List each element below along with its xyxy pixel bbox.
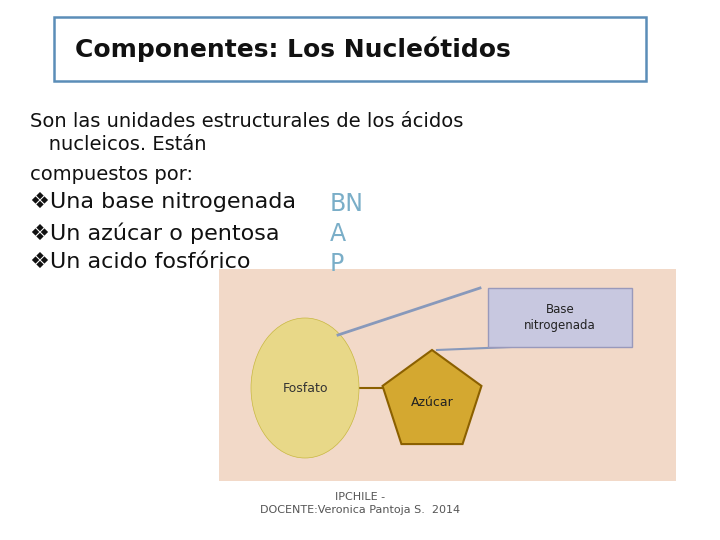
Ellipse shape bbox=[251, 318, 359, 458]
Text: A: A bbox=[330, 222, 346, 246]
Text: compuestos por:: compuestos por: bbox=[30, 165, 193, 184]
FancyBboxPatch shape bbox=[54, 17, 646, 81]
Text: IPCHILE -: IPCHILE - bbox=[335, 492, 385, 502]
Text: nucleicos. Están: nucleicos. Están bbox=[30, 135, 207, 154]
Text: DOCENTE:Veronica Pantoja S.  2014: DOCENTE:Veronica Pantoja S. 2014 bbox=[260, 505, 460, 515]
Text: Son las unidades estructurales de los ácidos: Son las unidades estructurales de los ác… bbox=[30, 112, 464, 131]
Text: P: P bbox=[330, 252, 344, 276]
FancyBboxPatch shape bbox=[488, 288, 632, 347]
Polygon shape bbox=[382, 350, 482, 444]
Text: Componentes: Los Nucleótidos: Componentes: Los Nucleótidos bbox=[75, 36, 510, 62]
FancyBboxPatch shape bbox=[219, 269, 676, 481]
Text: ❖Un azúcar o pentosa: ❖Un azúcar o pentosa bbox=[30, 222, 279, 244]
Text: ❖Una base nitrogenada: ❖Una base nitrogenada bbox=[30, 192, 296, 212]
Text: Fosfato: Fosfato bbox=[282, 381, 328, 395]
Text: Base
nitrogenada: Base nitrogenada bbox=[524, 303, 596, 332]
Text: Azúcar: Azúcar bbox=[410, 395, 454, 408]
Text: ❖Un acido fosfórico: ❖Un acido fosfórico bbox=[30, 252, 251, 272]
Text: BN: BN bbox=[330, 192, 364, 216]
